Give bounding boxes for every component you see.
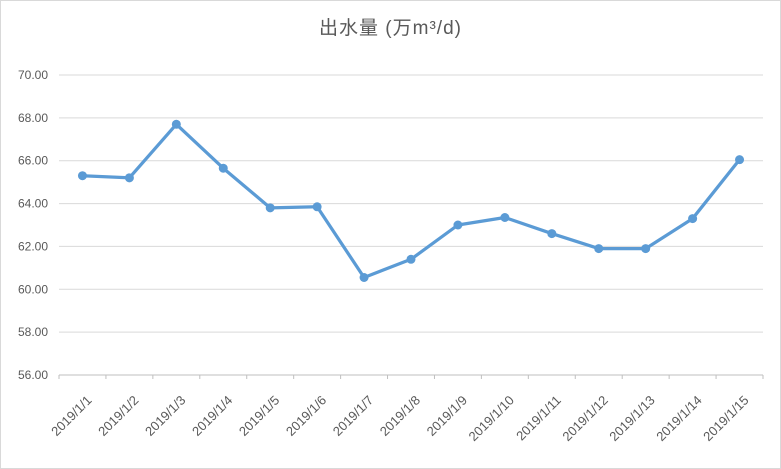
data-point <box>265 203 275 213</box>
x-axis-label: 2019/1/6 <box>283 393 329 439</box>
data-point <box>547 229 557 239</box>
x-axis-label: 2019/1/7 <box>330 393 376 439</box>
x-axis-label: 2019/1/9 <box>424 393 470 439</box>
data-point <box>171 119 181 129</box>
data-point <box>124 173 134 183</box>
x-axis-label: 2019/1/15 <box>700 393 752 445</box>
y-axis-label: 62.00 <box>18 239 48 253</box>
x-axis-label: 2019/1/1 <box>48 393 94 439</box>
x-axis-label: 2019/1/12 <box>559 393 611 445</box>
data-point <box>359 273 369 282</box>
y-axis-label: 64.00 <box>18 197 48 211</box>
x-axis-label: 2019/1/4 <box>189 393 235 439</box>
data-point <box>312 202 322 212</box>
x-axis-label: 2019/1/3 <box>142 393 188 439</box>
x-axis-label: 2019/1/14 <box>653 393 705 445</box>
data-line <box>80 122 742 280</box>
data-point <box>218 163 228 173</box>
data-point <box>735 155 745 165</box>
x-axis-label: 2019/1/2 <box>95 393 141 439</box>
y-axis-label: 56.00 <box>18 368 48 382</box>
x-axis-label: 2019/1/11 <box>513 393 564 444</box>
y-axis-label: 60.00 <box>18 282 48 296</box>
data-point <box>641 244 651 254</box>
x-axis-label: 2019/1/5 <box>236 393 282 439</box>
data-point <box>77 171 87 181</box>
x-axis-label: 2019/1/10 <box>465 393 517 445</box>
x-axis-label: 2019/1/8 <box>377 393 423 439</box>
x-axis-label: 2019/1/13 <box>606 393 658 445</box>
data-point <box>406 254 416 264</box>
data-point <box>453 220 463 230</box>
y-axis-label: 70.00 <box>18 68 48 82</box>
data-point <box>594 244 604 254</box>
data-point <box>688 214 698 224</box>
chart-title: 出水量 (万m³/d) <box>319 18 462 39</box>
y-axis-label: 68.00 <box>18 111 48 125</box>
y-axis-label: 66.00 <box>18 154 48 168</box>
data-point <box>500 213 510 222</box>
y-axis-label: 58.00 <box>18 325 48 339</box>
